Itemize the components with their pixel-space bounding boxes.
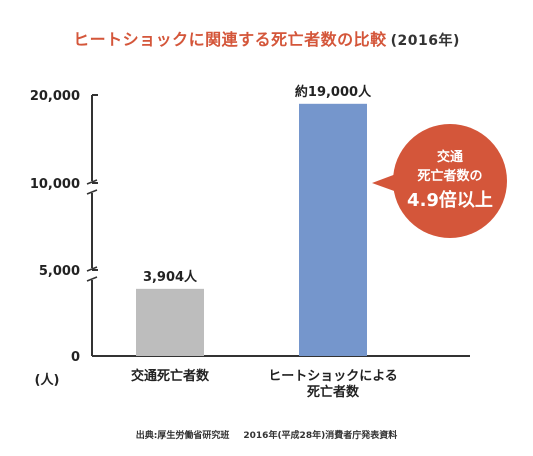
bar-heatshock-deaths (299, 103, 367, 356)
category-label: ヒートショックによる (268, 369, 398, 384)
unit-label: (人) (35, 372, 60, 388)
chart-title-year: (2016年) (390, 33, 460, 49)
category-label: 交通死亡者数 (131, 368, 210, 384)
chart-title: ヒートショックに関連する死亡者数の比較 (2016年) (0, 26, 533, 50)
data-label: 約19,000人 (295, 84, 372, 100)
axis-break-mark (86, 189, 98, 195)
y-tick-label: 20,000 (30, 89, 80, 104)
source-note: 出典:厚生労働省研究班 2016年(平成28年)消費者庁発表資料 (0, 428, 533, 441)
y-tick-label: 0 (71, 350, 80, 365)
chart-title-text: ヒートショックに関連する死亡者数の比較 (73, 30, 387, 49)
source-suffix: 2016年(平成28年)消費者庁発表資料 (243, 431, 398, 441)
source-prefix: 出典:厚生労働省研究班 (135, 431, 230, 441)
callout-bubble (393, 124, 507, 238)
y-tick-label: 10,000 (30, 177, 80, 192)
callout-line2: 死亡者数の (417, 168, 482, 184)
callout-line1: 交通 (437, 149, 463, 165)
data-label: 3,904人 (143, 269, 198, 285)
y-tick-label: 5,000 (39, 264, 80, 279)
category-label: 死亡者数 (307, 384, 360, 400)
callout-pointer (372, 174, 397, 192)
bar-traffic-deaths (136, 288, 204, 356)
axis-break-mark (86, 276, 98, 282)
callout-line3: 4.9倍以上 (407, 189, 493, 211)
